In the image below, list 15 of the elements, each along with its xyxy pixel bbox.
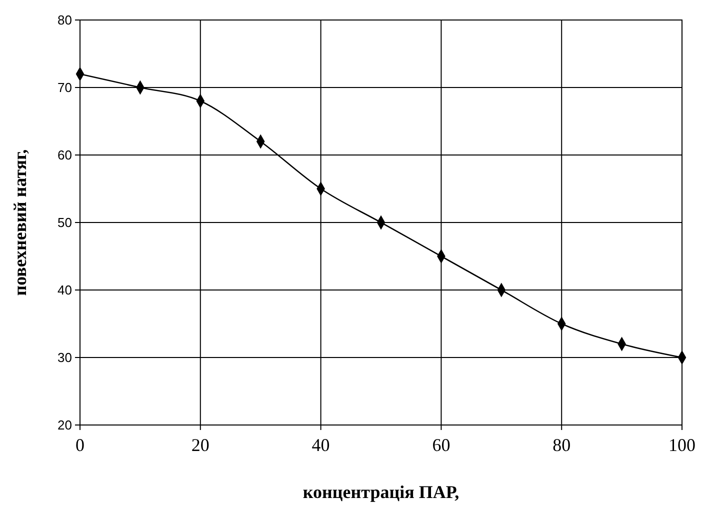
x-tick-label: 100 — [668, 435, 696, 455]
y-tick-label: 80 — [58, 12, 72, 28]
x-tick-label: 60 — [432, 435, 450, 455]
y-tick-label: 50 — [58, 215, 72, 230]
x-tick-label: 20 — [191, 435, 210, 455]
y-axis-title: повехневий натяг, — [10, 149, 30, 296]
y-tick-label: 30 — [58, 350, 72, 366]
x-axis-title: концентрація ПАР, — [302, 482, 460, 502]
y-tick-label: 70 — [58, 80, 72, 96]
y-tick-label: 40 — [58, 282, 72, 298]
x-tick-label: 0 — [76, 435, 84, 455]
x-tick-label: 80 — [552, 435, 571, 455]
y-tick-label: 20 — [58, 418, 72, 433]
x-tick-label: 40 — [312, 435, 330, 455]
y-tick-label: 60 — [58, 148, 72, 163]
